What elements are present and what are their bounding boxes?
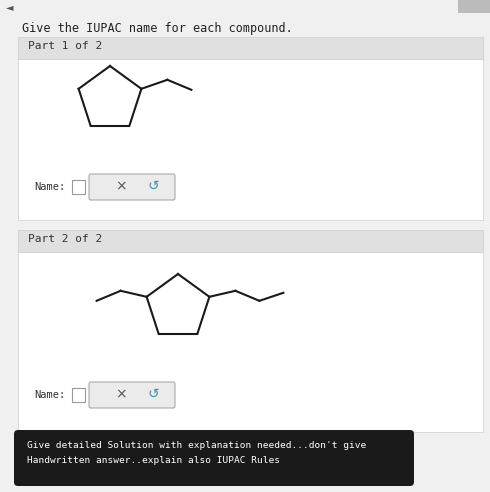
Text: Part 2 of 2: Part 2 of 2 (28, 234, 102, 244)
Text: Give the IUPAC name for each compound.: Give the IUPAC name for each compound. (22, 22, 293, 35)
FancyBboxPatch shape (14, 430, 414, 486)
Bar (72, 180, 85, 194)
Text: Name:: Name: (34, 182, 65, 192)
Text: Name:: Name: (34, 390, 65, 400)
Text: ×: × (115, 179, 127, 193)
Bar (18, 37, 483, 59)
Bar (458, 0, 490, 13)
Text: ↺: ↺ (147, 387, 159, 401)
Bar (18, 59, 483, 220)
Bar (18, 230, 483, 252)
Text: Part 1 of 2: Part 1 of 2 (28, 41, 102, 51)
FancyBboxPatch shape (89, 174, 175, 200)
Text: ◄: ◄ (6, 2, 14, 12)
Text: Give detailed Solution with explanation needed...don't give: Give detailed Solution with explanation … (27, 441, 366, 450)
Text: Handwritten answer..explain also IUPAC Rules: Handwritten answer..explain also IUPAC R… (27, 456, 280, 465)
FancyBboxPatch shape (89, 382, 175, 408)
Text: ↺: ↺ (147, 179, 159, 193)
Bar (18, 252, 483, 432)
Bar (72, 388, 85, 402)
Text: ×: × (115, 387, 127, 401)
